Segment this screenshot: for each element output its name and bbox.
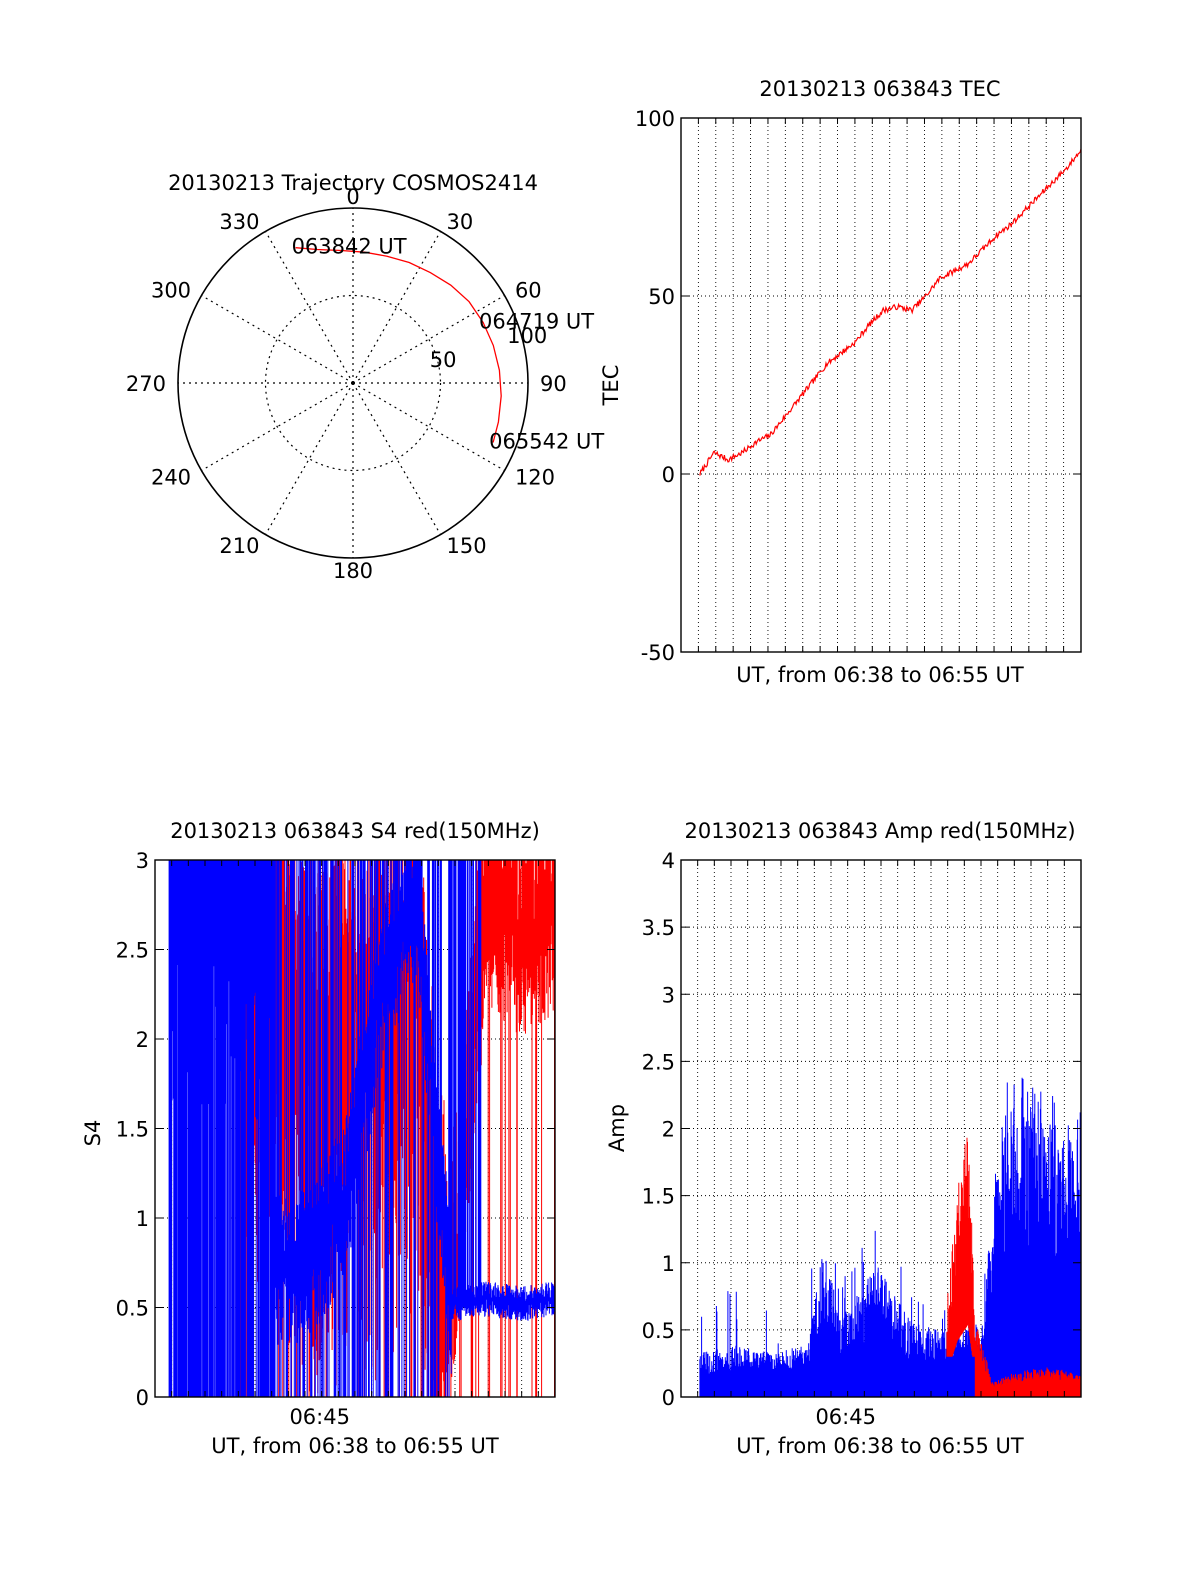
- polar-azimuth-label: 60: [515, 279, 542, 303]
- polar-trajectory-panel: 20130213 Trajectory COSMOS2414 063842 UT…: [126, 171, 604, 583]
- s4-y-axis-label: S4: [81, 1120, 105, 1147]
- polar-radial-label: 50: [430, 348, 457, 372]
- amp-frame: [680, 859, 1082, 1398]
- polar-radial-label: 100: [507, 324, 547, 348]
- amp-chart-panel: 20130213 063843 Amp red(150MHz) 0 0.5 1 1.5…: [605, 819, 1082, 1458]
- tec-title: 20130213 063843 TEC: [759, 77, 1000, 101]
- amp-x-axis-label: UT, from 06:38 to 06:55 UT: [736, 1434, 1024, 1458]
- s4-x-axis-label: UT, from 06:38 to 06:55 UT: [211, 1434, 499, 1458]
- amp-ytick-label: 4: [662, 849, 675, 873]
- polar-azimuth-label: 270: [126, 372, 166, 396]
- s4-plot-area: [168, 860, 555, 1397]
- amp-ytick-label: 3: [662, 983, 675, 1007]
- polar-spoke: [352, 294, 505, 384]
- tec-ytick-label: -50: [641, 641, 675, 665]
- polar-spoke: [201, 294, 354, 384]
- s4-blue-series: [168, 860, 555, 1397]
- tec-line: [699, 148, 1082, 476]
- amp-y-axis-label: Amp: [605, 1104, 629, 1152]
- polar-spoke: [352, 382, 442, 535]
- s4-chart-panel: 20130213 063843 S4 red(150MHz) 0 0.5 1 1.5 2…: [81, 819, 556, 1458]
- polar-azimuth-label: 330: [219, 210, 259, 234]
- polar-azimuth-label: 30: [447, 210, 474, 234]
- polar-azimuth-labels: 0 30 60 90 120 150 180 210 240 270 300 330 50 100: [126, 185, 567, 583]
- polar-azimuth-label: 150: [447, 534, 487, 558]
- s4-ytick-label: 0.5: [116, 1297, 149, 1321]
- amp-ytick-label: 0: [662, 1386, 675, 1410]
- polar-spoke: [352, 231, 442, 384]
- amp-ytick-label: 2: [662, 1118, 675, 1142]
- polar-azimuth-label: 180: [333, 559, 373, 583]
- polar-azimuth-label: 210: [219, 534, 259, 558]
- s4-ytick-label: 2.5: [116, 939, 149, 963]
- tec-plot-area: [699, 148, 1082, 476]
- s4-ytick-label: 1: [136, 1207, 149, 1231]
- polar-azimuth-label: 300: [151, 279, 191, 303]
- amp-axes: 0 0.5 1 1.5 2 2.5 3 3.5 4 06:45: [642, 849, 1082, 1429]
- amp-blue-series: [699, 1077, 1082, 1397]
- polar-ring: [264, 294, 442, 472]
- polar-title: 20130213 Trajectory COSMOS2414: [168, 171, 538, 195]
- amp-ytick-label: 0.5: [642, 1319, 675, 1343]
- amp-ytick-label: 1.5: [642, 1185, 675, 1209]
- tec-x-axis-label: UT, from 06:38 to 06:55 UT: [736, 663, 1024, 687]
- polar-spoke: [201, 382, 354, 472]
- tec-y-axis-label: TEC: [599, 365, 623, 407]
- trajectory-time-label: 063842 UT: [292, 235, 407, 259]
- s4-axes: 0 0.5 1 1.5 2 2.5 3 06:45: [116, 849, 556, 1429]
- tec-chart-panel: 20130213 063843 TEC -50 0 50 100 UT, from 0…: [599, 77, 1082, 687]
- amp-ytick-label: 2.5: [642, 1050, 675, 1074]
- amp-plot-area: [699, 1077, 1082, 1397]
- s4-title: 20130213 063843 S4 red(150MHz): [170, 819, 540, 843]
- tec-axes: -50 0 50 100: [635, 107, 1082, 665]
- s4-ytick-label: 0: [136, 1386, 149, 1410]
- polar-azimuth-label: 0: [346, 185, 359, 209]
- polar-spoke: [264, 382, 354, 535]
- amp-xtick-label: 06:45: [815, 1405, 876, 1429]
- trajectory-time-label: 064719 UT: [479, 309, 594, 333]
- s4-xtick-label: 06:45: [289, 1405, 350, 1429]
- tec-ytick-label: 0: [662, 463, 675, 487]
- tec-ytick-label: 50: [648, 285, 675, 309]
- polar-azimuth-label: 90: [540, 372, 567, 396]
- polar-azimuth-label: 120: [515, 466, 555, 490]
- tec-ytick-label: 100: [635, 107, 675, 131]
- s4-ytick-label: 1.5: [116, 1118, 149, 1142]
- amp-ytick-label: 3.5: [642, 916, 675, 940]
- tec-frame: [680, 117, 1082, 653]
- amp-red-series: [946, 1137, 1082, 1397]
- polar-spoke: [352, 382, 505, 472]
- s4-ytick-label: 2: [136, 1028, 149, 1052]
- s4-series-group: [168, 860, 555, 1397]
- polar-trajectory: 063842 UT 064719 UT 065542 UT: [292, 235, 605, 454]
- polar-azimuth-label: 240: [151, 466, 191, 490]
- s4-ytick-label: 3: [136, 849, 149, 873]
- trajectory-time-label: 065542 UT: [489, 429, 604, 453]
- tec-grid: [681, 118, 1081, 652]
- amp-title: 20130213 063843 Amp red(150MHz): [684, 819, 1075, 843]
- polar-grid: [177, 207, 529, 559]
- s4-frame: [154, 859, 556, 1398]
- polar-spoke: [264, 231, 354, 384]
- amp-ytick-label: 1: [662, 1252, 675, 1276]
- trajectory-line: [295, 247, 502, 443]
